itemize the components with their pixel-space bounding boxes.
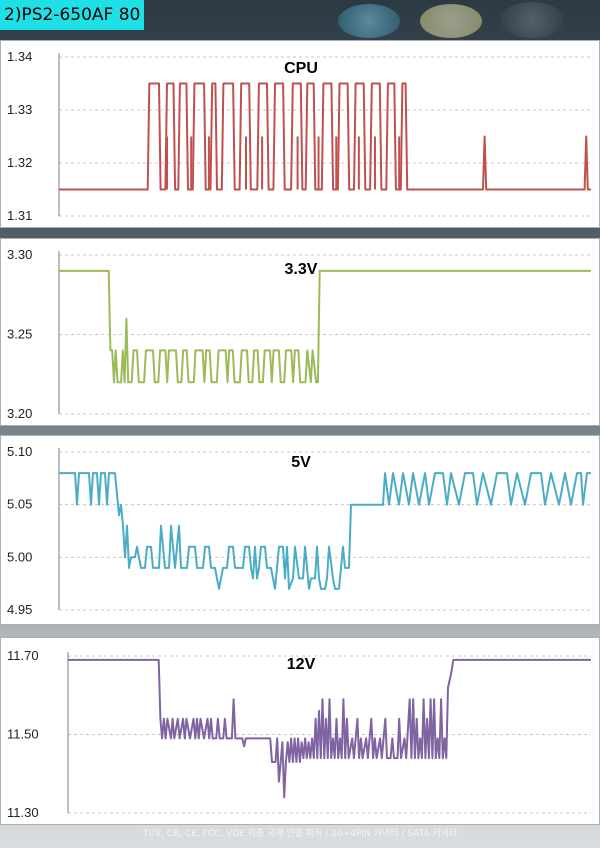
y-tick-label: 3.30 — [7, 247, 32, 262]
y-tick-label: 5.00 — [7, 549, 32, 564]
y-tick-label: 11.30 — [7, 805, 39, 820]
decorative-badge-1 — [338, 4, 400, 38]
chart-panel-12v: 11.30 11.50 11.70 12V — [0, 637, 600, 825]
y-tick-label: 11.50 — [7, 727, 39, 742]
y-tick-label: 11.70 — [7, 648, 39, 663]
chart-3v3: 3.20 3.25 3.30 3.3V — [7, 247, 591, 421]
chart-title: CPU — [284, 60, 318, 77]
chart-panel-cpu: 1.31 1.32 1.33 1.34 CPU — [0, 40, 600, 228]
y-tick-label: 5.05 — [7, 497, 32, 512]
decorative-badge-2 — [420, 4, 482, 38]
chart-cpu: 1.31 1.32 1.33 1.34 CPU — [7, 49, 591, 223]
y-tick-label: 1.34 — [7, 49, 32, 64]
chart-title: 5V — [291, 454, 311, 471]
decorative-badge-3 — [500, 2, 564, 38]
footer-text: TUV, CB, CE, FCC, VDE 각종 국제 인증 획득 / 20+4… — [142, 829, 458, 839]
y-tick-label: 5.10 — [7, 444, 32, 459]
chart-title: 12V — [287, 656, 316, 673]
chart-5v: 4.95 5.00 5.05 5.10 5V — [7, 444, 591, 617]
y-tick-label: 3.25 — [7, 327, 32, 342]
y-tick-label: 1.31 — [7, 208, 32, 223]
chart-panel-5v: 4.95 5.00 5.05 5.10 5V — [0, 435, 600, 625]
chart-title: 3.3V — [285, 261, 318, 278]
y-tick-label: 3.20 — [7, 406, 32, 421]
series-line — [59, 269, 591, 384]
chart-12v: 11.30 11.50 11.70 12V — [7, 648, 591, 820]
chart-panel-3v3: 3.20 3.25 3.30 3.3V — [0, 238, 600, 426]
y-tick-label: 1.33 — [7, 102, 32, 117]
series-line — [59, 472, 591, 590]
y-tick-label: 4.95 — [7, 602, 32, 617]
page-title: 2)PS2-650AF 80 — [0, 0, 145, 30]
y-tick-label: 1.32 — [7, 155, 32, 170]
series-line — [59, 82, 591, 191]
series-line — [68, 658, 591, 799]
